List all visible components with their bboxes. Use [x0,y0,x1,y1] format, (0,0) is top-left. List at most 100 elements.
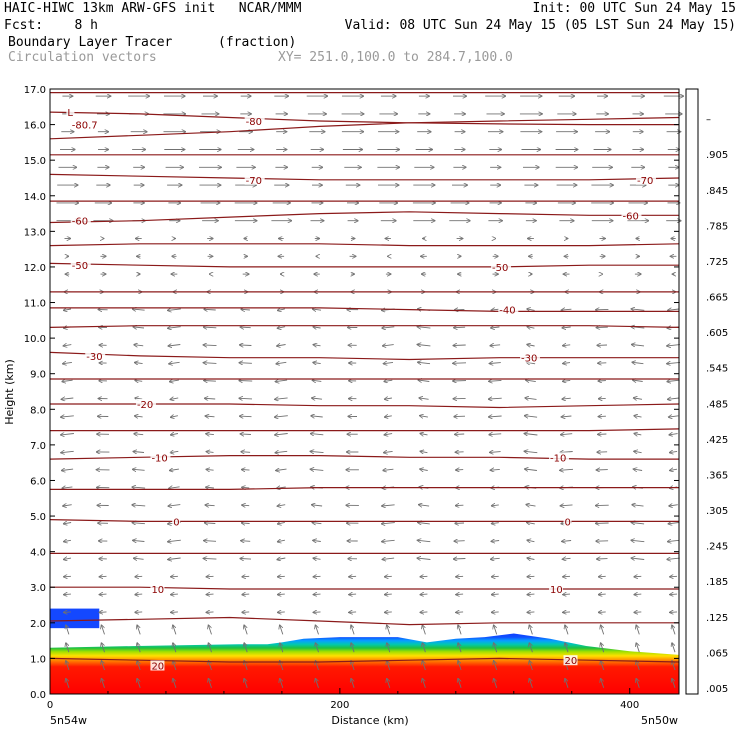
contour-label: -80 [246,117,262,128]
circulation-vector [278,540,285,542]
x-tick-label: 0 [47,700,53,711]
circulation-vector [102,661,105,671]
colorbar-label: .545 [706,364,728,375]
circulation-vector [418,540,431,541]
circulation-vector [278,309,285,311]
circulation-vector [492,612,499,613]
circulation-vector [135,363,143,364]
circulation-vector [383,469,394,470]
circulation-vector [565,643,569,653]
circulation-vector [170,469,179,470]
circulation-vector [239,381,253,382]
contour-line [50,428,680,432]
circulation-vector [526,505,536,507]
circulation-vector [634,416,642,417]
circulation-vector [100,576,107,577]
circulation-vector [420,451,428,452]
circulation-vector [632,523,645,524]
contour-label: -20 [137,400,153,411]
circulation-vector [382,540,395,541]
circulation-vector [207,594,214,595]
circulation-vector [384,362,394,363]
circulation-vector [64,523,72,524]
circulation-vector [349,576,357,577]
contour-label-bg [66,107,75,118]
circulation-vector [311,469,324,470]
circulation-vector [275,416,288,417]
circulation-vector [168,309,181,311]
contour-label-bg [70,215,91,226]
circulation-vector [314,594,321,595]
colorbar-label: .305 [706,506,728,517]
circulation-vector [420,576,428,577]
circulation-vector [527,558,535,560]
isotherm-line [49,455,679,460]
circulation-vector [275,434,288,435]
circulation-vector [61,434,74,435]
circulation-vector [206,434,214,435]
circulation-vector [668,398,680,399]
circulation-vector [66,643,70,653]
circulation-vector [565,679,569,688]
circulation-vector [242,523,250,524]
circulation-vector [634,469,643,470]
circulation-vector [634,612,642,613]
x-right-location: 5n50w [641,714,678,727]
circulation-vector [494,625,498,635]
circulation-vector [204,345,217,346]
circulation-vector [171,594,178,595]
circulation-vector [385,416,392,417]
circulation-vector [385,434,393,435]
circulation-vector [205,398,216,399]
circulation-vector [420,434,428,435]
colorbar-label: .125 [706,613,728,624]
circulation-vector [204,363,217,364]
circulation-vector [456,612,464,613]
circulation-vector [209,679,212,688]
circulation-vector [601,625,605,635]
circulation-vector [527,327,535,329]
circulation-vector [133,452,145,453]
circulation-vector [132,487,146,488]
circulation-vector [563,363,571,364]
circulation-vector [634,576,642,577]
circulation-vector [458,625,462,635]
circulation-vector [66,625,70,635]
circulation-vector [206,416,215,417]
circulation-vector [492,576,499,577]
circulation-vector [527,522,535,524]
circulation-vector [632,362,644,363]
circulation-vector [171,576,178,577]
contour-label: -80.7 [72,121,98,132]
colorbar-label: – [706,115,711,126]
circulation-vector [314,576,321,577]
circulation-vector [314,345,321,346]
circulation-vector [562,541,572,542]
circulation-vector [387,643,391,653]
circulation-vector [169,362,180,364]
circulation-vector [133,540,145,541]
circulation-vector [490,363,501,364]
circulation-vector [313,523,322,524]
isotherm-line [49,262,679,268]
circulation-vector [277,345,286,347]
circulation-vector [527,345,535,347]
circulation-vector [599,612,606,613]
circulation-vector [527,576,535,577]
circulation-vector [384,451,393,452]
circulation-vector [277,558,286,560]
contour-label: -70 [246,176,262,187]
contour-label-bg [70,119,103,130]
circulation-vector [64,612,71,613]
circulation-vector [102,625,105,635]
circulation-vector [134,558,144,559]
circulation-vector [168,327,181,329]
circulation-vector [636,625,640,635]
circulation-vector [63,362,72,363]
contour-label: 10 [550,585,563,596]
contour-label: -40 [499,306,515,317]
circulation-vector [560,452,573,453]
circulation-vector [525,451,538,452]
circulation-vector [242,470,250,471]
circulation-vector [207,612,214,613]
